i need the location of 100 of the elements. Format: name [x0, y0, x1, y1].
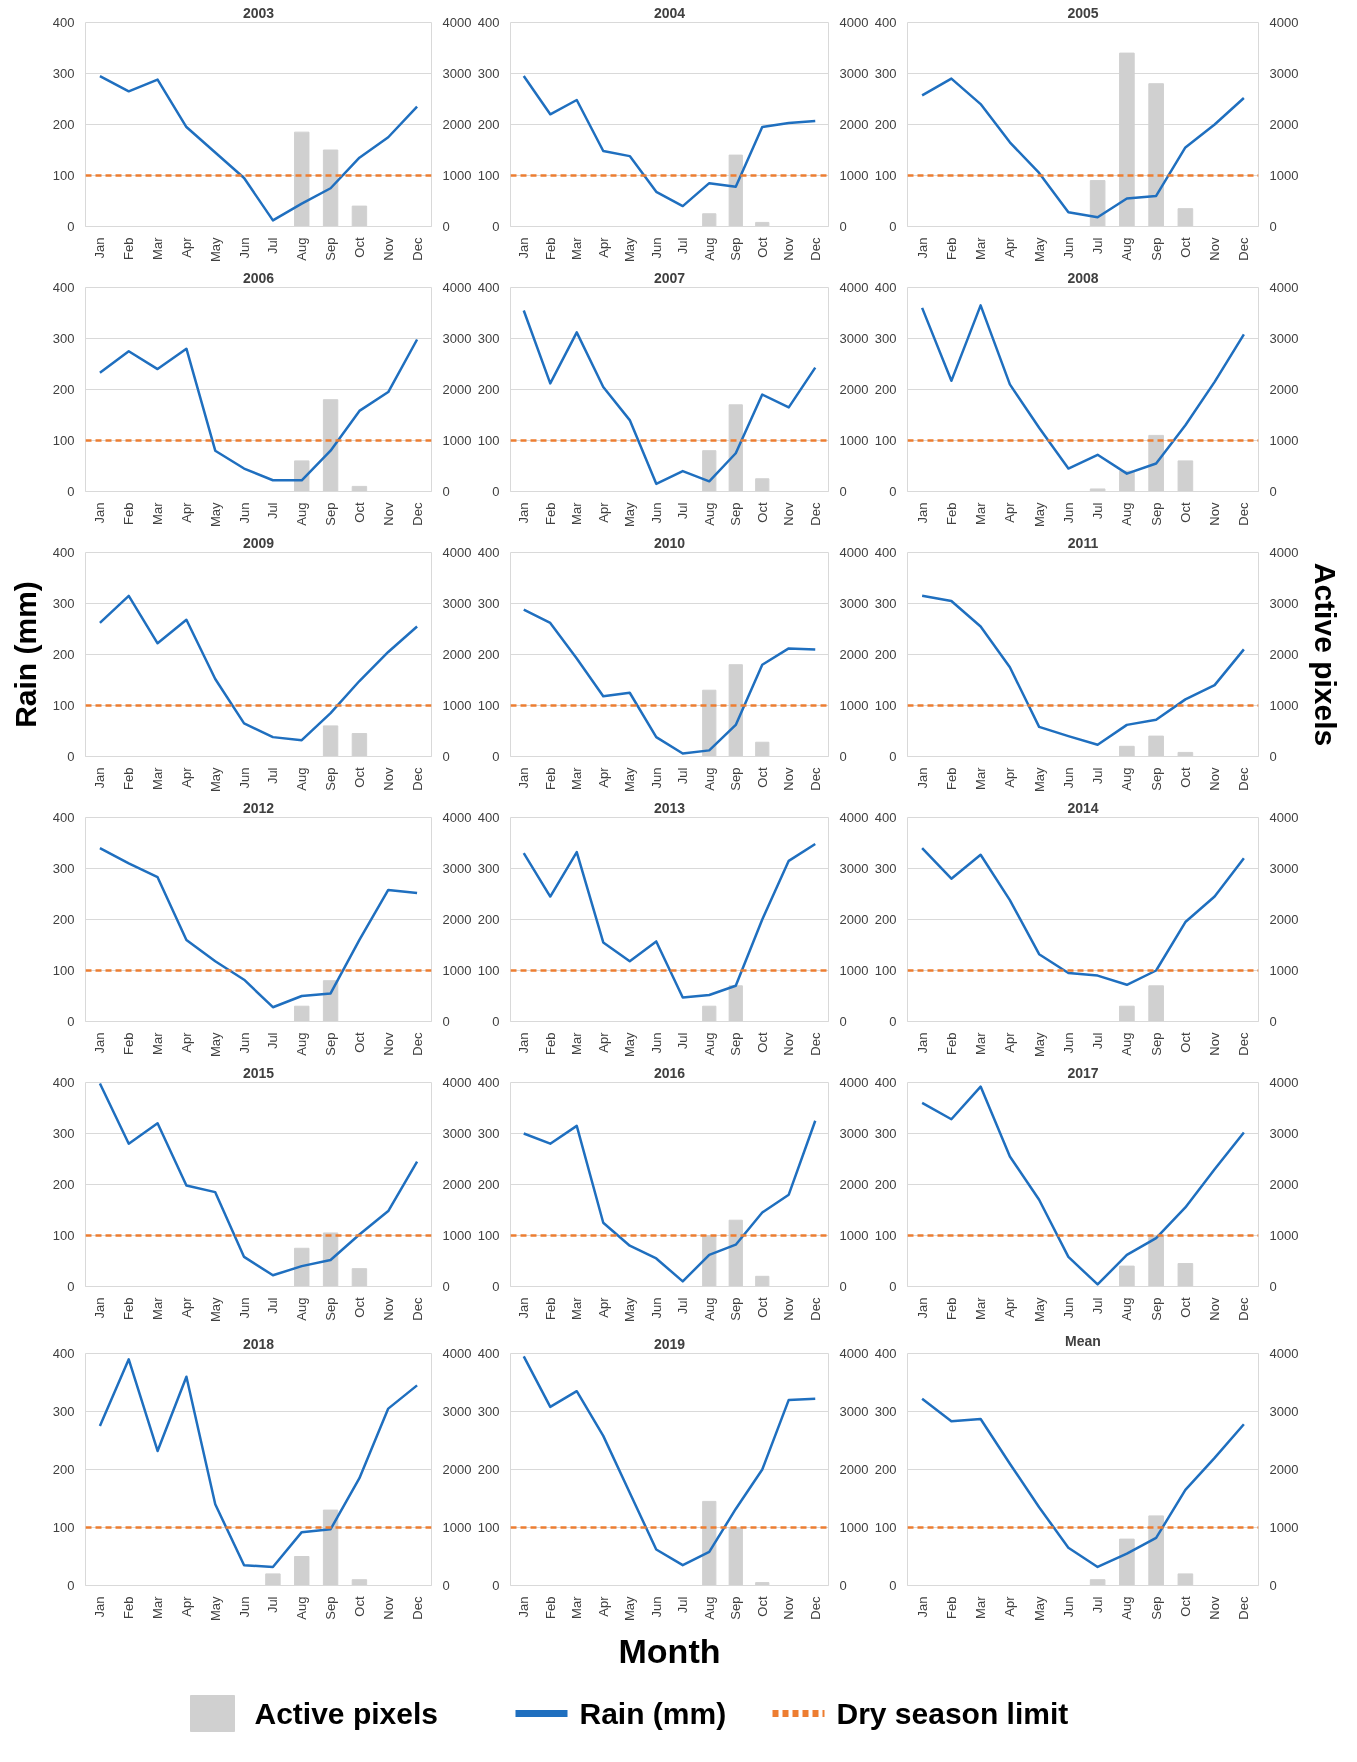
x-tick-label: Mar — [569, 1296, 585, 1320]
x-tick-label: Jan — [92, 237, 108, 259]
y2-tick-label: 4000 — [839, 15, 869, 30]
x-tick-label: Apr — [1002, 236, 1018, 258]
x-tick-label: Feb — [943, 767, 959, 790]
x-tick-label: Mar — [973, 1595, 989, 1619]
y-tick-label: 100 — [477, 168, 500, 183]
x-tick-label: Sep — [1148, 237, 1164, 261]
x-tick-label: Feb — [121, 237, 137, 260]
y-tick-label: 0 — [889, 219, 897, 234]
x-tick-label: Nov — [1207, 767, 1223, 791]
x-tick-label: Jul — [1090, 237, 1106, 255]
y-tick-label: 300 — [477, 66, 500, 81]
y-tick-label: 100 — [52, 698, 75, 713]
y2-tick-label: 0 — [442, 749, 450, 764]
y-tick-label: 0 — [67, 1014, 75, 1029]
y2-tick-label: 3000 — [442, 66, 472, 81]
chart-title: 2003 — [242, 4, 275, 21]
y2-axis-title: Active pixels — [1309, 562, 1343, 747]
y2-tick-label: 3000 — [1269, 331, 1299, 346]
y-tick-label: 0 — [492, 1578, 500, 1593]
y2-tick-label: 4000 — [442, 1075, 472, 1090]
y2-tick-label: 0 — [839, 219, 847, 234]
x-tick-label: Feb — [542, 767, 558, 790]
x-tick-label: Mar — [973, 1296, 989, 1320]
x-tick-label: Sep — [1148, 1032, 1164, 1056]
chart-title: 2013 — [653, 799, 686, 816]
x-tick-label: Apr — [595, 766, 611, 788]
y-tick-label: 300 — [477, 1404, 500, 1419]
x-tick-label: Nov — [380, 1032, 396, 1056]
x-tick-label: Feb — [542, 1297, 558, 1320]
x-tick-label: May — [207, 1032, 223, 1058]
x-tick-label: Nov — [781, 237, 797, 261]
x-tick-label: Jan — [516, 1032, 532, 1054]
chart-title: 2004 — [653, 4, 686, 21]
y-tick-label: 400 — [477, 1075, 500, 1090]
y2-tick-label: 2000 — [839, 1462, 869, 1477]
y2-tick-label: 1000 — [442, 1520, 472, 1535]
x-tick-label: May — [1031, 767, 1047, 793]
x-tick-label: Sep — [1148, 1596, 1164, 1620]
y2-tick-label: 0 — [839, 1014, 847, 1029]
x-tick-label: Nov — [1207, 1297, 1223, 1321]
x-tick-label: Mar — [569, 1031, 585, 1055]
x-tick-label: Apr — [1002, 1296, 1018, 1318]
y2-tick-label: 4000 — [442, 280, 472, 295]
y2-tick-label: 3000 — [1269, 1126, 1299, 1141]
x-tick-label: Dec — [409, 237, 425, 261]
chart-title: 2016 — [653, 1064, 686, 1081]
x-tick-label: Aug — [1119, 237, 1135, 261]
y-tick-label: 100 — [477, 433, 500, 448]
y-tick-label: 400 — [52, 810, 75, 825]
y2-tick-label: 2000 — [1269, 1462, 1299, 1477]
x-tick-label: Feb — [121, 1032, 137, 1055]
x-tick-label: Oct — [754, 237, 770, 258]
y2-tick-label: 4000 — [1269, 1346, 1299, 1361]
y2-tick-label: 2000 — [839, 382, 869, 397]
y-tick-label: 0 — [889, 1014, 897, 1029]
y-tick-label: 300 — [52, 861, 75, 876]
x-tick-label: Jun — [648, 1297, 664, 1319]
x-tick-label: Mar — [973, 766, 989, 790]
x-tick-label: Nov — [1207, 237, 1223, 261]
y-tick-label: 0 — [492, 1279, 500, 1294]
y-tick-label: 0 — [67, 1279, 75, 1294]
y-tick-label: 300 — [874, 596, 897, 611]
y2-tick-label: 2000 — [442, 647, 472, 662]
y2-tick-label: 3000 — [442, 596, 472, 611]
x-tick-label: Mar — [973, 236, 989, 260]
y2-tick-label: 0 — [442, 1014, 450, 1029]
x-tick-label: Jul — [265, 767, 281, 785]
y-tick-label: 300 — [477, 861, 500, 876]
y2-tick-label: 1000 — [1269, 698, 1299, 713]
y2-tick-label: 3000 — [839, 861, 869, 876]
x-tick-label: Sep — [728, 237, 744, 261]
x-tick-label: Dec — [1236, 1032, 1252, 1056]
chart-title: 2012 — [242, 799, 275, 816]
y-tick-label: 300 — [874, 66, 897, 81]
y2-tick-label: 1000 — [839, 168, 869, 183]
x-tick-label: Sep — [728, 502, 744, 526]
y-tick-label: 200 — [52, 117, 75, 132]
x-tick-label: May — [622, 237, 638, 263]
y-tick-label: 400 — [52, 1075, 75, 1090]
y2-tick-label: 3000 — [839, 596, 869, 611]
y2-tick-label: 0 — [839, 1279, 847, 1294]
y-tick-label: 300 — [52, 596, 75, 611]
y-tick-label: 100 — [477, 1228, 500, 1243]
x-tick-label: Jul — [1090, 1596, 1106, 1614]
y2-tick-label: 2000 — [839, 647, 869, 662]
x-tick-label: Aug — [1119, 1297, 1135, 1321]
y2-tick-label: 2000 — [839, 117, 869, 132]
x-tick-label: Sep — [1148, 1297, 1164, 1321]
x-tick-label: Mar — [150, 1595, 166, 1619]
y-tick-label: 300 — [874, 1126, 897, 1141]
x-tick-label: Feb — [542, 1596, 558, 1619]
y2-tick-label: 4000 — [442, 15, 472, 30]
y2-tick-label: 2000 — [442, 117, 472, 132]
chart-title: 2014 — [1067, 799, 1099, 816]
y-tick-label: 200 — [477, 117, 500, 132]
x-tick-label: Aug — [294, 502, 310, 526]
y2-tick-label: 1000 — [442, 433, 472, 448]
x-tick-label: Nov — [380, 1297, 396, 1321]
